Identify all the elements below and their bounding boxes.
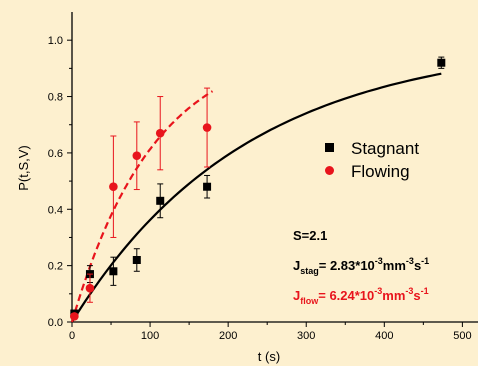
legend-label-flowing: Flowing bbox=[351, 162, 410, 181]
j-flow-exp: -3 bbox=[374, 286, 382, 296]
marker-stagnant-3 bbox=[132, 256, 141, 264]
marker-flowing-0 bbox=[70, 312, 79, 321]
point-stagnant-3 bbox=[132, 248, 141, 272]
y-tick-label-3: 0.6 bbox=[48, 148, 63, 160]
marker-stagnant-5 bbox=[203, 182, 212, 191]
j-flow-s: s bbox=[413, 288, 420, 303]
marker-flowing-2 bbox=[109, 182, 118, 192]
legend: Stagnant Flowing bbox=[325, 139, 419, 181]
j-flow-prefix: J bbox=[293, 288, 300, 303]
j-flow-unit-exp: -3 bbox=[405, 286, 413, 296]
x-axis-title: t (s) bbox=[258, 349, 280, 364]
x-ticks: 0 100 200 300 400 500 bbox=[69, 322, 472, 342]
annotation-s-value: S=2.1 bbox=[293, 228, 327, 243]
fit-curve-stagnant bbox=[71, 72, 442, 323]
data-points bbox=[70, 56, 446, 321]
marker-stagnant-2 bbox=[109, 267, 118, 276]
point-flowing-3 bbox=[132, 121, 142, 191]
j-stag-prefix: J bbox=[293, 258, 300, 273]
point-stagnant-4 bbox=[156, 183, 165, 219]
marker-flowing-5 bbox=[202, 123, 212, 132]
j-stag-s: s bbox=[414, 258, 421, 273]
j-stag-mid: = 2.83*10 bbox=[319, 258, 375, 273]
point-stagnant-6 bbox=[437, 56, 446, 69]
marker-stagnant-6 bbox=[437, 58, 446, 67]
x-tick-label-300: 300 bbox=[297, 330, 315, 342]
x-tick-label-0: 0 bbox=[69, 330, 75, 342]
point-flowing-5 bbox=[202, 87, 212, 168]
marker-flowing-1 bbox=[85, 283, 95, 293]
y-axis-title: P(t,S,V) bbox=[16, 145, 31, 191]
marker-flowing-4 bbox=[155, 128, 165, 138]
j-stag-s-exp: -1 bbox=[421, 256, 429, 266]
marker-stagnant-4 bbox=[156, 196, 165, 205]
j-flow-s-exp: -1 bbox=[421, 286, 429, 296]
y-tick-label-2: 0.4 bbox=[48, 204, 63, 216]
j-flow-sub: flow bbox=[300, 296, 319, 306]
legend-label-stagnant: Stagnant bbox=[351, 139, 419, 158]
axes bbox=[71, 12, 478, 323]
annotation-j-stag: Jstag= 2.83*10-3mm-3s-1 bbox=[293, 256, 429, 276]
x-tick-label-500: 500 bbox=[453, 330, 471, 342]
fit-curve-flowing bbox=[70, 90, 214, 323]
legend-marker-flowing bbox=[325, 166, 334, 175]
j-flow-mid: = 6.24*10 bbox=[318, 288, 374, 303]
j-flow-unit: mm bbox=[382, 288, 405, 303]
y-ticks: 0.0 0.2 0.4 0.6 0.8 1.0 bbox=[48, 35, 72, 329]
y-tick-label-1: 0.2 bbox=[48, 261, 63, 273]
j-stag-sub: stag bbox=[300, 266, 319, 276]
point-flowing-2 bbox=[109, 135, 118, 238]
y-tick-label-0: 0.0 bbox=[48, 317, 63, 329]
point-stagnant-2 bbox=[109, 256, 118, 286]
j-stag-exp: -3 bbox=[375, 256, 383, 266]
point-stagnant-5 bbox=[203, 174, 212, 199]
x-tick-label-400: 400 bbox=[375, 330, 393, 342]
point-flowing-4 bbox=[155, 96, 165, 171]
marker-flowing-3 bbox=[132, 151, 142, 161]
j-stag-unit-exp: -3 bbox=[406, 256, 414, 266]
x-tick-label-200: 200 bbox=[219, 330, 237, 342]
point-flowing-1 bbox=[85, 273, 95, 303]
j-stag-unit: mm bbox=[383, 258, 406, 273]
point-flowing-0 bbox=[70, 312, 79, 321]
x-tick-label-100: 100 bbox=[141, 330, 159, 342]
fit-curves bbox=[70, 72, 442, 323]
annotation-j-flow: Jflow= 6.24*10-3mm-3s-1 bbox=[293, 286, 429, 306]
legend-marker-stagnant bbox=[325, 143, 334, 152]
y-tick-label-4: 0.8 bbox=[48, 92, 63, 104]
y-tick-label-5: 1.0 bbox=[48, 35, 63, 47]
